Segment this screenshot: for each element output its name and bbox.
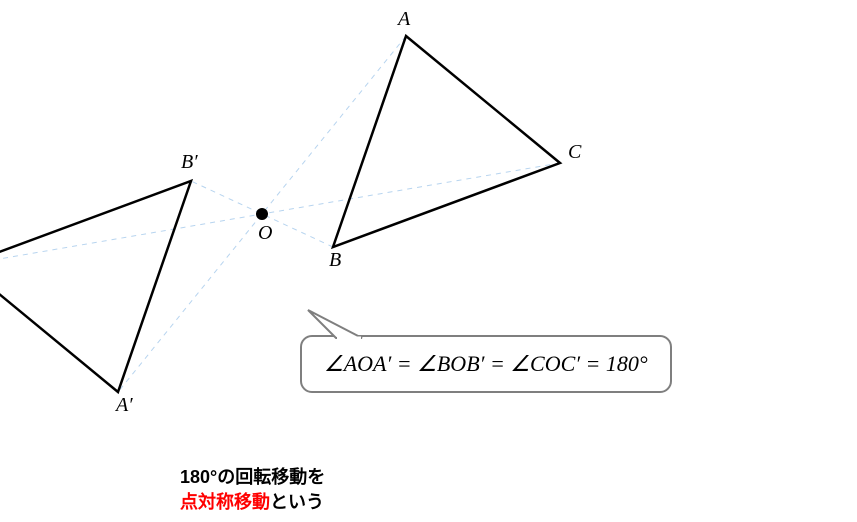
caption-line2-suffix: という	[270, 492, 324, 512]
center-point	[256, 208, 268, 220]
vertex-label-Ap: A′	[116, 394, 133, 417]
vertex-label-C: C	[568, 141, 581, 164]
caption-text: 180°の回転移動を 点対称移動という	[180, 465, 325, 515]
triangle	[0, 181, 191, 392]
angle-equation-text: ∠AOA′ = ∠BOB′ = ∠COC′ = 180°	[324, 351, 648, 376]
caption-highlight: 点対称移動	[180, 492, 270, 512]
dashed-line	[0, 163, 560, 265]
caption-line1-suffix: 回転移動を	[235, 467, 325, 487]
triangle	[333, 36, 560, 247]
vertex-label-A: A	[398, 8, 410, 31]
center-label: O	[258, 222, 272, 245]
angle-equation-callout: ∠AOA′ = ∠BOB′ = ∠COC′ = 180°	[300, 335, 672, 393]
caption-line1-prefix: 180°の	[180, 467, 235, 487]
vertex-label-B: B	[329, 249, 341, 272]
diagram-canvas	[0, 0, 857, 522]
vertex-label-Bp: B′	[181, 151, 198, 174]
